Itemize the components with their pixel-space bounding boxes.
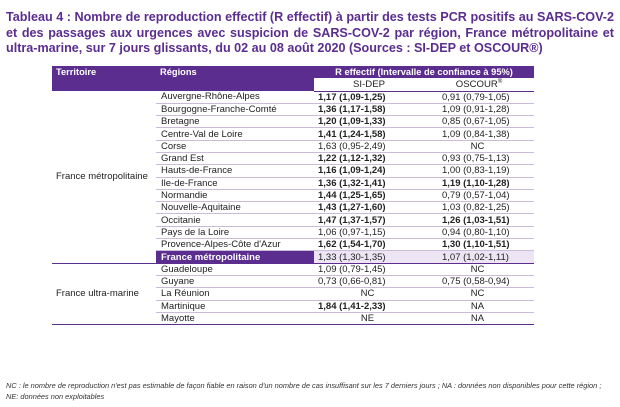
region-name: Pays de la Loire	[156, 226, 314, 240]
oscour-value: 0,91 (0,79-1,05)	[424, 91, 535, 104]
table-row: Normandie 1,44 (1,25-1,65) 0,79 (0,57-1,04…	[52, 189, 535, 203]
table-row: Occitanie 1,47 (1,37-1,57) 1,26 (1,03-1,51…	[52, 213, 535, 227]
reff-table: Territoire Régions R effectif (Intervall…	[52, 66, 535, 326]
region-name: Normandie	[156, 189, 314, 203]
sidep-value: 1,47 (1,37-1,57)	[314, 213, 424, 227]
table-row: Centre-Val de Loire 1,41 (1,24-1,58) 1,09 …	[52, 127, 535, 141]
region-name: Centre-Val de Loire	[156, 127, 314, 141]
region-name: Guadeloupe	[156, 263, 314, 276]
table-row: France ultra-marine Guadeloupe 1,09 (0,79-…	[52, 263, 535, 326]
header-row-main: Territoire Régions R effectif (Intervall…	[52, 66, 535, 78]
oscour-value: NC	[424, 140, 535, 153]
oscour-value: NA	[424, 312, 535, 326]
header-regions: Régions	[156, 66, 314, 78]
region-name: Auvergne-Rhône-Alpes	[156, 91, 314, 104]
territory-cell: France ultra-marine	[52, 263, 156, 326]
sidep-value: 1,09 (0,79-1,45)	[314, 263, 424, 276]
oscour-value: NC	[424, 263, 535, 276]
table-row: Provence-Alpes-Côte d'Azur 1,62 (1,54-1,7…	[52, 238, 535, 252]
region-name: Nouvelle-Aquitaine	[156, 201, 314, 215]
header-oscour-sup: ®	[497, 78, 503, 85]
sidep-value: NC	[314, 287, 424, 301]
oscour-value: 1,19 (1,10-1,28)	[424, 177, 535, 190]
region-name: Grand Est	[156, 152, 314, 166]
sidep-value: 1,36 (1,17-1,58)	[314, 103, 424, 117]
sidep-value: 1,43 (1,27-1,60)	[314, 201, 424, 215]
region-name: La Réunion	[156, 287, 314, 301]
table-body: France métropolitaine Auvergne-Rhône-Alpe…	[52, 91, 535, 326]
sidep-value: 1,84 (1,41-2,33)	[314, 300, 424, 313]
table-row: Hauts-de-France 1,16 (1,09-1,24) 1,00 (0,8…	[52, 164, 535, 178]
header-row-sources: SI-DEP OSCOUR®	[52, 78, 535, 92]
table-row: Mayotte NE NA	[52, 312, 535, 326]
total-oscour-value: 1,07 (1,02-1,11)	[424, 250, 535, 264]
oscour-value: 1,09 (0,84-1,38)	[424, 127, 535, 141]
table-row: Ile-de-France 1,36 (1,32-1,41) 1,19 (1,10-…	[52, 177, 535, 190]
table-row: Corse 1,63 (0,95-2,49) NC	[52, 140, 535, 153]
table-row: Martinique 1,84 (1,41-2,33) NA	[52, 300, 535, 313]
table-row: Bretagne 1,20 (1,09-1,33) 0,85 (0,67-1,05)	[52, 115, 535, 129]
table-title: Tableau 4 : Nombre de reproduction effec…	[6, 10, 614, 55]
header-sidep: SI-DEP	[314, 78, 424, 92]
region-name: Bretagne	[156, 115, 314, 129]
region-name: Hauts-de-France	[156, 164, 314, 178]
oscour-value: 0,79 (0,57-1,04)	[424, 189, 535, 203]
sidep-value: 1,22 (1,12-1,32)	[314, 152, 424, 166]
table-row: Guyane 0,73 (0,66-0,81) 0,75 (0,58-0,94)	[52, 275, 535, 289]
region-name: Provence-Alpes-Côte d'Azur	[156, 238, 314, 252]
region-name: Ile-de-France	[156, 177, 314, 190]
region-name: Bourgogne-Franche-Comté	[156, 103, 314, 117]
footnote: NC : le nombre de reproduction n'est pas…	[6, 381, 602, 401]
sidep-value: 1,41 (1,24-1,58)	[314, 127, 424, 141]
region-name: Occitanie	[156, 213, 314, 227]
sidep-value: 1,63 (0,95-2,49)	[314, 140, 424, 153]
sidep-value: 1,36 (1,32-1,41)	[314, 177, 424, 190]
region-name: Mayotte	[156, 312, 314, 326]
oscour-value: 1,09 (0,91-1,28)	[424, 103, 535, 117]
oscour-value: 0,93 (0,75-1,13)	[424, 152, 535, 166]
header-oscour-label: OSCOUR	[455, 78, 498, 90]
sidep-value: 1,20 (1,09-1,33)	[314, 115, 424, 129]
header-territoire: Territoire	[52, 66, 156, 78]
oscour-value: 1,26 (1,03-1,51)	[424, 213, 535, 227]
header-spacer-terr	[52, 78, 156, 91]
table-row: France métropolitaine Auvergne-Rhône-Alpe…	[52, 91, 535, 264]
table-row: La Réunion NC NC	[52, 287, 535, 301]
region-name: Martinique	[156, 300, 314, 313]
oscour-value: 0,94 (0,80-1,10)	[424, 226, 535, 240]
sidep-value: 1,62 (1,54-1,70)	[314, 238, 424, 252]
oscour-value: NC	[424, 287, 535, 301]
total-region-name: France métropolitaine	[156, 250, 314, 264]
header-spacer-reg	[156, 78, 314, 91]
table-row: Pays de la Loire 1,06 (0,97-1,15) 0,94 (0,…	[52, 226, 535, 240]
sidep-value: 1,44 (1,25-1,65)	[314, 189, 424, 203]
sidep-value: NE	[314, 312, 424, 326]
header-oscour: OSCOUR®	[424, 78, 535, 92]
oscour-value: 1,30 (1,10-1,51)	[424, 238, 535, 252]
sidep-value: 0,73 (0,66-0,81)	[314, 275, 424, 289]
total-row: France métropolitaine 1,33 (1,30-1,35) 1,0…	[52, 250, 535, 264]
total-sidep-value: 1,33 (1,30-1,35)	[314, 250, 424, 264]
table-row: Bourgogne-Franche-Comté 1,36 (1,17-1,58) 1…	[52, 103, 535, 117]
oscour-value: 1,00 (0,83-1,19)	[424, 164, 535, 178]
sidep-value: 1,06 (0,97-1,15)	[314, 226, 424, 240]
oscour-value: 1,03 (0,82-1,25)	[424, 201, 535, 215]
oscour-value: NA	[424, 300, 535, 313]
reff-table-container: Territoire Régions R effectif (Intervall…	[52, 66, 535, 326]
region-name: Corse	[156, 140, 314, 153]
table-row: Grand Est 1,22 (1,12-1,32) 0,93 (0,75-1,13…	[52, 152, 535, 166]
sidep-value: 1,17 (1,09-1,25)	[314, 91, 424, 104]
region-name: Guyane	[156, 275, 314, 289]
table-row: Nouvelle-Aquitaine 1,43 (1,27-1,60) 1,03 (…	[52, 201, 535, 215]
oscour-value: 0,85 (0,67-1,05)	[424, 115, 535, 129]
header-reff: R effectif (Intervalle de confiance à 95…	[314, 66, 535, 78]
oscour-value: 0,75 (0,58-0,94)	[424, 275, 535, 289]
sidep-value: 1,16 (1,09-1,24)	[314, 164, 424, 178]
territory-cell: France métropolitaine	[52, 91, 156, 264]
